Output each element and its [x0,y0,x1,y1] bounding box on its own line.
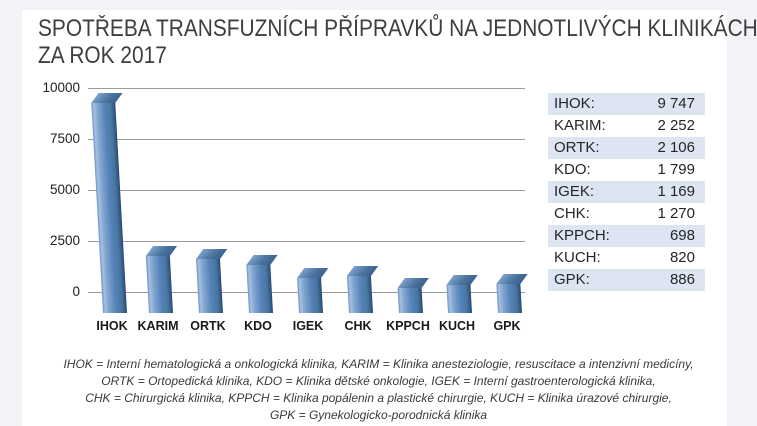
bar-front-face-CHK [346,276,373,313]
x-axis-label-KARIM: KARIM [137,319,179,333]
page-title-line2: ZA ROK 2017 [38,42,167,69]
bar-front-face-KPPCH [397,287,423,313]
bar-front-face-IGEK [297,278,323,313]
x-axis-label-ORTK: ORTK [190,319,226,333]
table-row-label: CHK: [554,205,590,222]
gridline-5000 [88,190,525,191]
bar-top-face-GPK [496,273,528,284]
bar-front-face-KARIM [145,256,173,313]
page-title-line1: SPOTŘEBA TRANSFUZNÍCH PŘÍPRAVKŮ NA JEDNO… [38,15,757,42]
y-axis-tick-7500: 7500 [49,131,80,146]
table-row-CHK: CHK: 1 270 [548,203,705,225]
table-row-value: 9 747 [657,95,695,112]
table-row-label: ORTK: [554,139,600,156]
footnote-line-4: GPK = Gynekologicko-porodnická klinika [269,408,488,422]
table-row-value: 820 [669,249,695,266]
bar-front-face-KDO [246,265,273,313]
gridline-10000 [88,88,525,89]
bar-top-face-KPPCH [397,277,429,288]
table-row-value: 698 [669,227,695,244]
footnote-line-3: CHK = Chirurgická klinika, KPPCH = Klini… [85,391,672,405]
footnote: IHOK = Interní hematologická a onkologic… [25,356,732,424]
bar-top-face-IGEK [297,268,329,279]
page-title: SPOTŘEBA TRANSFUZNÍCH PŘÍPRAVKŮ NA JEDNO… [38,15,757,69]
table-row-value: 2 106 [657,139,695,156]
bar-KUCH [446,275,478,313]
x-axis-label-IHOK: IHOK [96,319,128,333]
bar-top-face-CHK [346,266,379,277]
bar-top-face-KDO [246,255,278,266]
bar-top-face-KUCH [446,275,478,286]
bar-top-face-ORTK [195,249,228,260]
bar-ORTK [195,249,228,313]
table-row-value: 2 252 [657,117,695,134]
bar-KARIM [145,246,178,313]
table-row-value: 886 [669,271,695,288]
table-row-KPPCH: KPPCH: 698 [548,225,705,247]
x-axis-label-IGEK: IGEK [292,319,324,333]
table-row-label: KUCH: [554,249,601,266]
table-row-label: KPPCH: [554,227,610,244]
table-row-label: IHOK: [554,95,595,112]
table-row-KDO: KDO: 1 799 [548,159,705,181]
bar-front-face-GPK [496,283,522,313]
bar-front-face-IHOK [91,103,127,313]
slide-background [22,10,727,426]
table-row-IHOK: IHOK: 9 747 [548,93,705,115]
table-row-IGEK: IGEK: 1 169 [548,181,705,203]
x-axis-label-KUCH: KUCH [438,319,476,333]
bar-CHK [346,266,379,313]
bar-front-face-KUCH [446,285,472,313]
bar-GPK [496,273,528,313]
table-row-label: GPK: [554,271,590,288]
table-row-KARIM: KARIM: 2 252 [548,115,705,137]
bar-top-face-IHOK [91,93,123,104]
table-row-KUCH: KUCH: 820 [548,247,705,269]
bar-IGEK [296,268,329,313]
x-axis-label-GPK: GPK [493,319,521,333]
bar-KDO [246,255,278,313]
x-axis-label-KPPCH: KPPCH [386,319,430,333]
bar-top-face-KARIM [145,246,178,257]
y-axis-tick-5000: 5000 [49,182,80,197]
y-axis-tick-10000: 10000 [42,80,80,95]
bar-front-face-ORTK [195,259,223,313]
table-row-label: KDO: [554,161,591,178]
footnote-line-1: IHOK = Interní hematologická a onkologic… [63,357,694,371]
y-axis-tick-0: 0 [72,284,80,299]
gridline-7500 [88,139,525,140]
table-row-value: 1 799 [657,161,695,178]
bar-chart: 0 2500 5000 7500 10000 IHOK KARIM ORTK KDO IGEK CH… [30,80,545,355]
footnote-line-2: ORTK = Ortopedická klinika, KDO = Klinik… [101,374,656,388]
table-row-label: IGEK: [554,183,595,200]
table-row-label: KARIM: [554,117,606,134]
gridline-2500 [88,241,525,242]
data-table: IHOK: 9 747 KARIM: 2 252 ORTK: 2 106 KDO: 1 799… [548,93,705,291]
x-axis-label-CHK: CHK [344,319,372,333]
table-row-value: 1 169 [657,183,695,200]
bar-IHOK [91,93,127,313]
table-row-GPK: GPK: 886 [548,269,705,291]
x-axis-label-KDO: KDO [244,319,272,333]
table-row-value: 1 270 [657,205,695,222]
bar-KPPCH [397,277,429,313]
y-axis-tick-2500: 2500 [49,233,80,248]
table-row-ORTK: ORTK: 2 106 [548,137,705,159]
